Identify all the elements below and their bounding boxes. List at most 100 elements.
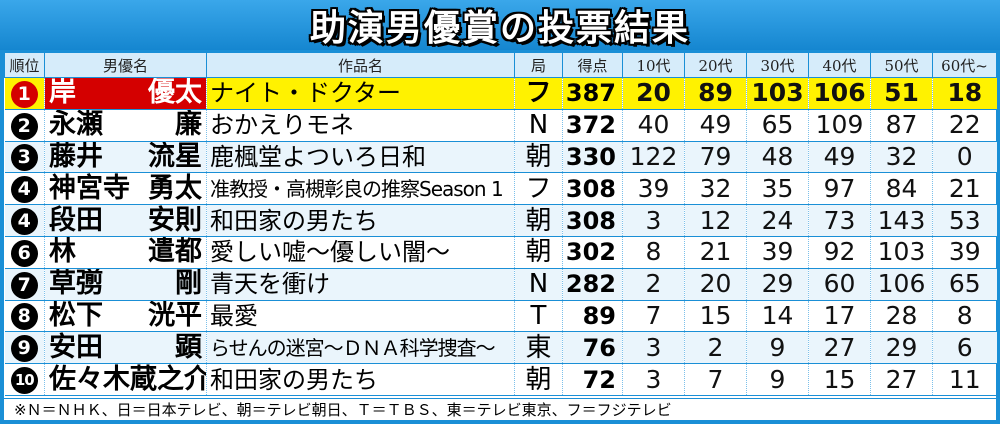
work-title: らせんの迷宮～ＤＮＡ科学捜査～ xyxy=(206,331,515,365)
actor-cell: 佐々木蔵之介 xyxy=(44,363,207,396)
actor-given-name: 洸平 xyxy=(148,300,202,331)
points-cell: 308 xyxy=(562,204,623,237)
votes-age-20s: 7 xyxy=(684,363,747,396)
station-cell: 東 xyxy=(514,331,563,365)
votes-age-30s: 14 xyxy=(746,300,809,333)
results-table: 順位 男優名 作品名 局 得点 10代 20代 30代 40代 50代 60代~… xyxy=(4,52,997,396)
votes-age-60s: 65 xyxy=(932,268,997,301)
votes-age-20s: 15 xyxy=(684,300,747,333)
work-title: ナイト・ドクター xyxy=(206,77,515,110)
table-row: 4 段田 安則 和田家の男たち朝 308 3 12 24 73 143 53 xyxy=(4,204,997,237)
votes-age-20s: 21 xyxy=(684,236,747,269)
votes-age-10s: 3 xyxy=(622,204,685,237)
rank-badge: 8 xyxy=(10,303,38,331)
station-cell: フ xyxy=(514,172,563,206)
actor-cell: 松下 洸平 xyxy=(44,300,207,333)
votes-age-40s: 106 xyxy=(808,77,871,110)
actor-given-name: 剛 xyxy=(175,268,202,300)
rank-cell: 2 xyxy=(4,109,45,142)
actor-family-name: 岸 xyxy=(49,77,76,109)
work-title: おかえりモネ xyxy=(206,109,515,142)
actor-given-name: 顕 xyxy=(175,331,202,363)
table-row: 2 永瀬 廉おかえりモネ N 372 40 49 65 109 87 22 xyxy=(4,109,997,142)
points-cell: 372 xyxy=(562,109,623,142)
actor-cell: 岸 優太 xyxy=(44,77,207,110)
votes-age-40s: 97 xyxy=(808,172,871,206)
votes-age-30s: 103 xyxy=(746,77,809,110)
rank-cell: 6 xyxy=(4,236,45,269)
station-cell: T xyxy=(514,300,563,333)
header-points: 得点 xyxy=(562,52,623,78)
votes-age-20s: 20 xyxy=(684,268,747,301)
points-cell: 282 xyxy=(562,268,623,301)
actor-cell: 林 遣都 xyxy=(44,236,207,269)
rank-cell: 9 xyxy=(4,331,45,365)
table-row: 8 松下 洸平 最愛 T 89 7 15 14 17 28 8 xyxy=(4,300,997,333)
table-row: 7 草彅 剛青天を衝け N 282 2 20 29 60 106 65 xyxy=(4,268,997,301)
votes-age-20s: 89 xyxy=(684,77,747,110)
points-cell: 387 xyxy=(562,77,623,110)
actor-cell: 藤井 流星 xyxy=(44,141,207,174)
rank-cell: 7 xyxy=(4,268,45,301)
votes-age-50s: 106 xyxy=(870,268,933,301)
station-cell: 朝 xyxy=(514,141,563,174)
work-title: 鹿楓堂よついろ日和 xyxy=(206,141,515,174)
votes-age-60s: 21 xyxy=(932,172,997,206)
votes-age-10s: 40 xyxy=(622,109,685,142)
rank-badge: 1 xyxy=(10,80,38,108)
station-cell: 朝 xyxy=(514,363,563,396)
votes-age-30s: 35 xyxy=(746,172,809,206)
actor-family-name: 永瀬 xyxy=(49,109,103,141)
actor-cell: 神宮寺 勇太 xyxy=(44,172,207,206)
rank-badge: 9 xyxy=(10,335,38,363)
votes-age-40s: 109 xyxy=(808,109,871,142)
votes-age-30s: 65 xyxy=(746,109,809,142)
actor-given-name: 遣都 xyxy=(148,236,202,268)
votes-age-30s: 29 xyxy=(746,268,809,301)
votes-age-20s: 2 xyxy=(684,331,747,365)
header-work: 作品名 xyxy=(206,52,515,78)
votes-age-40s: 49 xyxy=(808,141,871,174)
votes-age-60s: 18 xyxy=(932,77,997,110)
votes-age-10s: 3 xyxy=(622,363,685,396)
rank-badge: 7 xyxy=(10,271,38,299)
header-age-20s: 20代 xyxy=(684,52,747,78)
votes-age-60s: 6 xyxy=(932,331,997,365)
work-title: 和田家の男たち xyxy=(206,204,515,237)
votes-age-40s: 17 xyxy=(808,300,871,333)
table-row: 4 神宮寺 勇太 准教授・高槻彰良の推察Season 1 フ 308 39 32 35 97 84 2… xyxy=(4,172,997,206)
rank-cell: 4 xyxy=(4,172,45,206)
actor-cell: 草彅 剛 xyxy=(44,268,207,301)
actor-given-name: 廉 xyxy=(175,109,202,141)
actor-cell: 段田 安則 xyxy=(44,204,207,237)
table-row: 6 林遣都 愛しい嘘～優しい闇～朝 302 8 21 39 92 103 39 xyxy=(4,236,997,269)
votes-age-50s: 32 xyxy=(870,141,933,174)
points-cell: 308 xyxy=(562,172,623,206)
votes-age-20s: 12 xyxy=(684,204,747,237)
points-cell: 302 xyxy=(562,236,623,269)
rank-badge: 4 xyxy=(10,208,38,236)
actor-family-name: 林 xyxy=(49,236,76,268)
votes-age-10s: 8 xyxy=(622,236,685,269)
header-rank: 順位 xyxy=(4,52,45,78)
actor-family-name: 草彅 xyxy=(49,268,103,300)
points-cell: 72 xyxy=(562,363,623,396)
votes-age-60s: 11 xyxy=(932,363,997,396)
actor-cell: 永瀬 廉 xyxy=(44,109,207,142)
votes-age-50s: 143 xyxy=(870,204,933,237)
station-cell: N xyxy=(514,109,563,142)
rank-badge: 6 xyxy=(10,239,38,267)
actor-family-name: 藤井 xyxy=(49,141,103,172)
table-row: 3 藤井 流星 鹿楓堂よついろ日和朝 330 122 79 48 49 32 0 xyxy=(4,141,997,174)
footnote: ※Ｎ＝ＮＨＫ、日＝日本テレビ、朝＝テレビ朝日、Ｔ＝ＴＢＳ、東＝テレビ東京、フ＝フ… xyxy=(4,398,996,420)
votes-age-30s: 9 xyxy=(746,331,809,365)
votes-age-60s: 0 xyxy=(932,141,997,174)
votes-age-40s: 92 xyxy=(808,236,871,269)
actor-family-name: 佐々木蔵之介 xyxy=(49,363,207,395)
votes-age-60s: 53 xyxy=(932,204,997,237)
votes-age-10s: 2 xyxy=(622,268,685,301)
work-title: 青天を衝け xyxy=(206,268,515,301)
votes-age-50s: 84 xyxy=(870,172,933,206)
header-actor: 男優名 xyxy=(44,52,207,78)
